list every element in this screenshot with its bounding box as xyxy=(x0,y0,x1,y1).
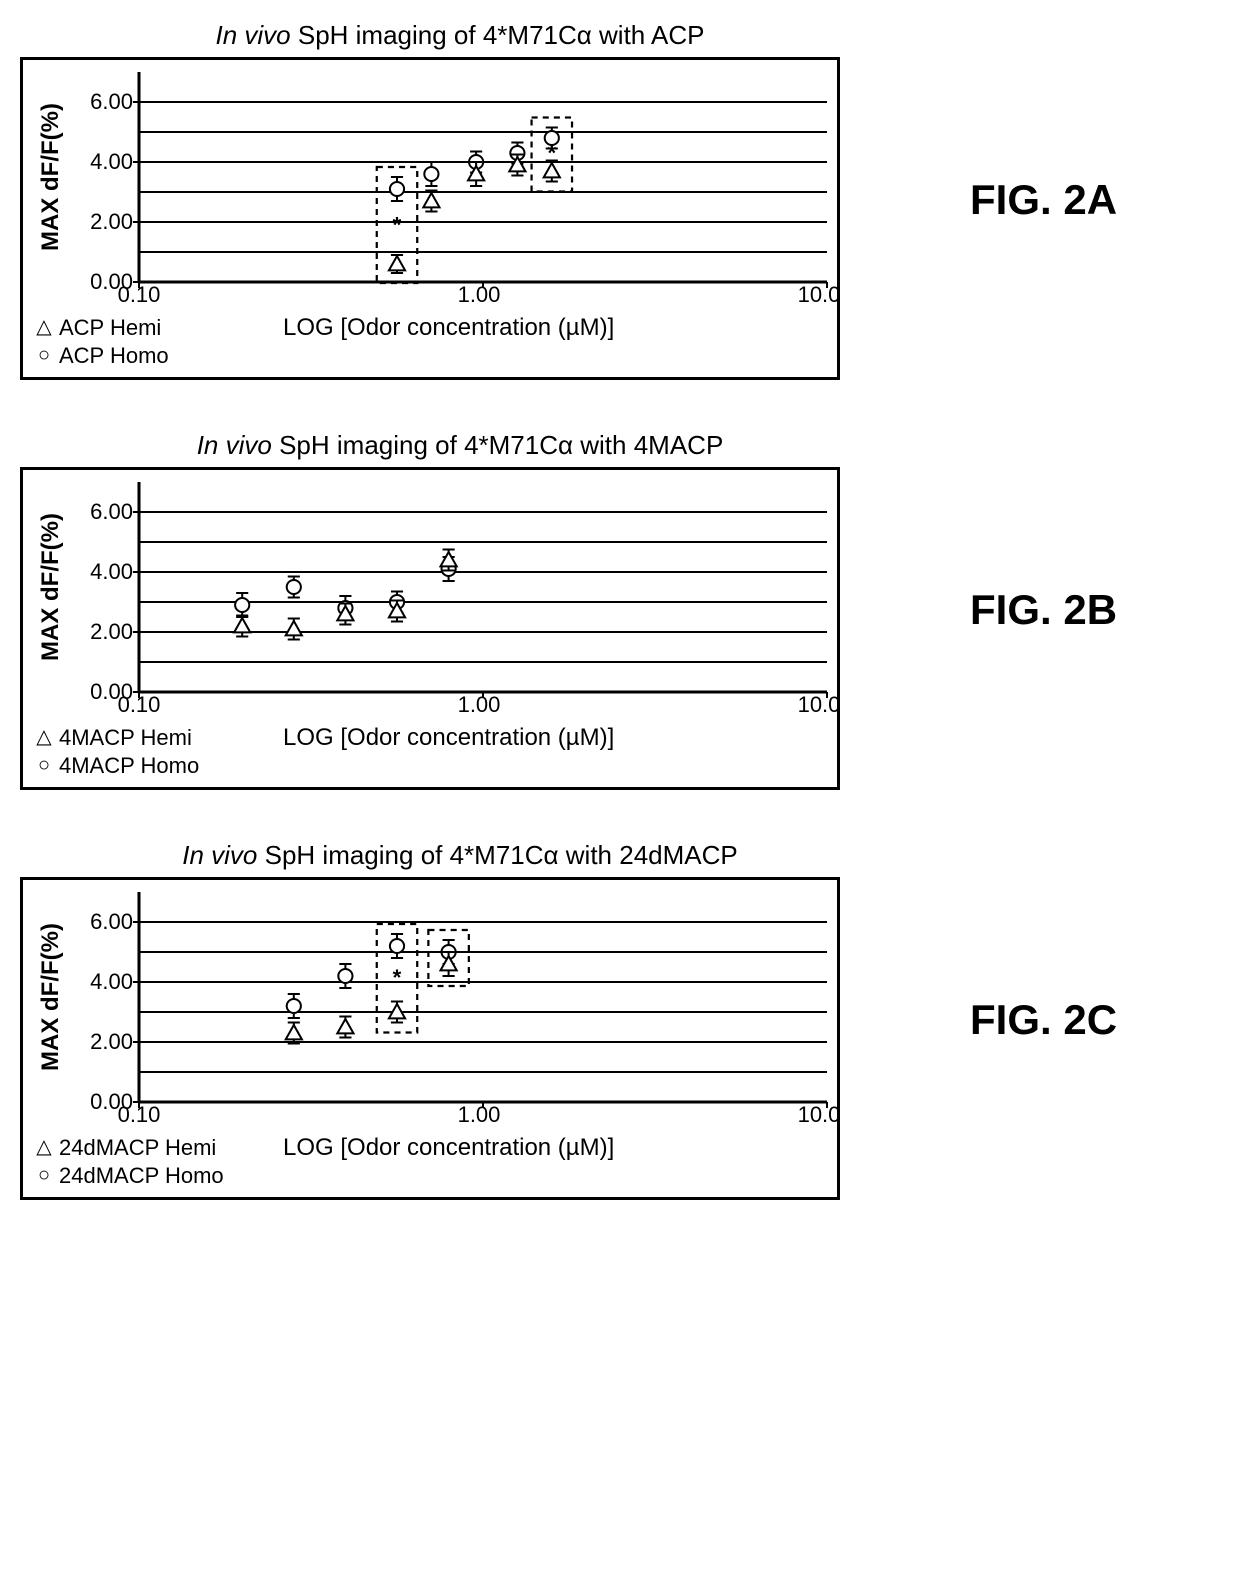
data-point xyxy=(235,593,249,617)
y-tick: 4.00 xyxy=(90,969,133,995)
y-tick: 2.00 xyxy=(90,619,133,645)
x-tick: 10.0 xyxy=(798,692,841,718)
triangle-icon: △ xyxy=(35,725,53,750)
x-ticks: 0.101.0010.0 xyxy=(139,1102,827,1132)
legend-item: △24dMACP Hemi xyxy=(35,1134,243,1162)
legend-item: ○24dMACP Homo xyxy=(35,1162,243,1190)
triangle-icon: △ xyxy=(35,315,53,340)
y-ticks: 0.002.004.006.00 xyxy=(69,482,139,692)
y-ticks: 0.002.004.006.00 xyxy=(69,72,139,282)
svg-text:*: * xyxy=(393,965,402,990)
legend-label: 4MACP Hemi xyxy=(59,724,192,752)
y-tick: 6.00 xyxy=(90,499,133,525)
svg-text:*: * xyxy=(393,213,402,238)
figure-label: FIG. 2B xyxy=(970,586,1117,634)
legend: △24dMACP Hemi○24dMACP Homo xyxy=(33,1134,243,1189)
figure-label: FIG. 2C xyxy=(970,996,1117,1044)
x-axis-label: LOG [Odor concentration (µM)] xyxy=(243,1134,614,1189)
legend: △4MACP Hemi○4MACP Homo xyxy=(33,724,243,779)
chart-title: In vivo SpH imaging of 4*M71Cα with ACP xyxy=(20,20,840,51)
figure-row: In vivo SpH imaging of 4*M71Cα with 4MAC… xyxy=(20,430,1220,790)
x-tick: 10.0 xyxy=(798,1102,841,1128)
x-tick: 0.10 xyxy=(118,692,161,718)
plot-area: ** xyxy=(139,892,827,1102)
triangle-icon: △ xyxy=(35,1135,53,1160)
y-tick: 6.00 xyxy=(90,89,133,115)
x-tick: 10.0 xyxy=(798,282,841,308)
x-axis-label: LOG [Odor concentration (µM)] xyxy=(243,724,614,779)
chart-frame: MAX dF/F(%)0.002.004.006.00**0.101.0010.… xyxy=(20,57,840,380)
x-axis-label: LOG [Odor concentration (µM)] xyxy=(243,314,614,369)
data-point xyxy=(286,1023,302,1044)
legend-label: ACP Homo xyxy=(59,342,169,370)
y-tick: 4.00 xyxy=(90,149,133,175)
title-italic: In vivo xyxy=(197,430,272,460)
circle-icon: ○ xyxy=(35,343,53,368)
data-point xyxy=(337,1017,353,1038)
x-ticks: 0.101.0010.0 xyxy=(139,282,827,312)
data-point xyxy=(287,577,301,598)
chart-frame: MAX dF/F(%)0.002.004.006.00**0.101.0010.… xyxy=(20,877,840,1200)
chart-title: In vivo SpH imaging of 4*M71Cα with 4MAC… xyxy=(20,430,840,461)
circle-icon: ○ xyxy=(35,753,53,778)
plot-area xyxy=(139,482,827,692)
x-ticks: 0.101.0010.0 xyxy=(139,692,827,722)
legend: △ACP Hemi○ACP Homo xyxy=(33,314,243,369)
data-point xyxy=(390,934,404,958)
data-point xyxy=(423,191,439,212)
data-point xyxy=(338,964,352,988)
legend-item: △ACP Hemi xyxy=(35,314,243,342)
figure-row: In vivo SpH imaging of 4*M71Cα with ACP M… xyxy=(20,20,1220,380)
figure-row: In vivo SpH imaging of 4*M71Cα with 24dM… xyxy=(20,840,1220,1200)
data-point xyxy=(424,162,438,186)
title-italic: In vivo xyxy=(215,20,290,50)
data-point xyxy=(286,619,302,640)
circle-icon: ○ xyxy=(35,1163,53,1188)
x-tick: 0.10 xyxy=(118,1102,161,1128)
y-tick: 2.00 xyxy=(90,1029,133,1055)
y-tick: 6.00 xyxy=(90,909,133,935)
y-ticks: 0.002.004.006.00 xyxy=(69,892,139,1102)
legend-label: 24dMACP Hemi xyxy=(59,1134,216,1162)
data-point xyxy=(390,177,404,201)
legend-label: ACP Hemi xyxy=(59,314,161,342)
data-point xyxy=(234,616,250,637)
chart-title: In vivo SpH imaging of 4*M71Cα with 24dM… xyxy=(20,840,840,871)
chart-frame: MAX dF/F(%)0.002.004.006.000.101.0010.0△… xyxy=(20,467,840,790)
data-point xyxy=(389,255,405,273)
figure-label: FIG. 2A xyxy=(970,176,1117,224)
title-italic: In vivo xyxy=(182,840,257,870)
x-tick: 1.00 xyxy=(458,282,501,308)
y-tick: 2.00 xyxy=(90,209,133,235)
y-tick: 4.00 xyxy=(90,559,133,585)
y-axis-label: MAX dF/F(%) xyxy=(37,923,65,1071)
legend-item: ○4MACP Homo xyxy=(35,752,243,780)
data-point xyxy=(544,161,560,182)
x-tick: 1.00 xyxy=(458,1102,501,1128)
x-tick: 0.10 xyxy=(118,282,161,308)
legend-item: △4MACP Hemi xyxy=(35,724,243,752)
x-tick: 1.00 xyxy=(458,692,501,718)
legend-item: ○ACP Homo xyxy=(35,342,243,370)
plot-area: ** xyxy=(139,72,827,282)
y-axis-label: MAX dF/F(%) xyxy=(37,103,65,251)
y-axis-label: MAX dF/F(%) xyxy=(37,513,65,661)
data-point xyxy=(287,994,301,1018)
data-point xyxy=(441,550,457,571)
legend-label: 4MACP Homo xyxy=(59,752,199,780)
legend-label: 24dMACP Homo xyxy=(59,1162,224,1190)
